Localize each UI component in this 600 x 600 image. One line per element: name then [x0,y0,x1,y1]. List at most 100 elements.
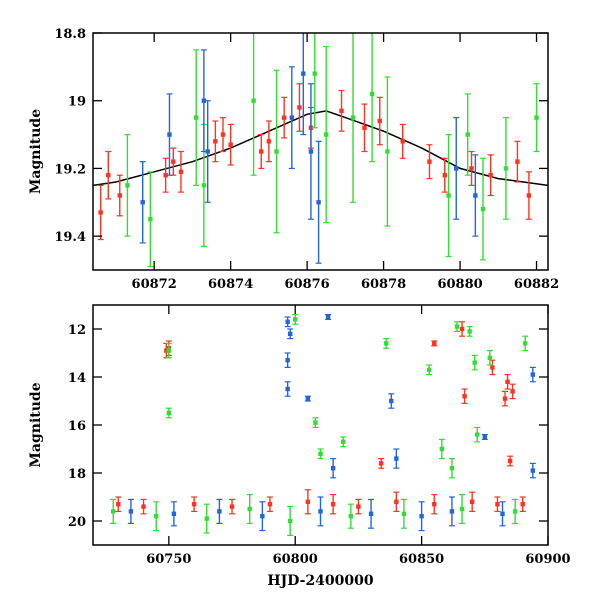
data-point [401,511,407,516]
data-point [449,466,455,471]
data-point [251,98,256,103]
data-point [362,125,367,130]
bottom-panel-lightcurve-full: 60750 60800 60850 60900 12 14 16 18 20 Magnitude H… [28,304,571,589]
data-point [140,200,145,205]
data-point [318,509,323,514]
data-point [267,502,273,507]
x-tick-label: 60882 [514,277,559,292]
x-tick-label: 60872 [132,277,177,292]
data-point [502,396,508,401]
data-point [488,173,493,178]
x-tick-label: 60874 [208,277,253,292]
plot-data-layer [93,33,548,268]
data-point [312,71,317,76]
data-point [507,458,513,464]
data-point [500,511,505,516]
series-2 [127,314,536,532]
data-point [287,331,293,336]
data-point [313,420,318,425]
y-tick-label: 12 [68,323,86,338]
y-tick-label: 19 [68,95,86,110]
data-point [482,434,488,440]
data-point [475,432,480,437]
data-point [106,173,111,178]
data-point [260,514,265,519]
data-point [305,396,311,401]
data-point [229,504,235,509]
data-point [530,372,536,377]
y-tick-label: 20 [68,515,86,530]
data-point [459,326,465,332]
data-point [171,159,176,164]
data-point [148,217,153,222]
data-point [194,115,199,120]
data-point [467,329,472,334]
data-point [201,98,207,103]
data-point [167,132,172,137]
data-point [274,149,279,154]
data-point [426,367,432,372]
data-point [459,506,465,512]
data-point [98,210,103,215]
data-point [442,173,447,178]
data-point [419,514,424,519]
data-point [330,466,336,471]
data-point [503,166,509,171]
data-point [117,193,122,198]
data-point [289,115,295,120]
data-point [472,360,477,365]
data-point [462,394,467,399]
data-point [166,410,172,416]
series-2 [139,33,479,264]
data-point [432,341,437,346]
data-point [400,139,405,144]
data-point [480,206,486,212]
data-point [350,115,356,120]
data-point [389,398,394,404]
data-point [191,502,197,507]
series-1 [110,314,529,537]
data-point [469,499,475,504]
data-point [171,511,177,516]
data-point [287,518,293,524]
data-point [432,502,437,507]
data-point [111,509,116,514]
data-point [281,115,287,120]
data-point [510,389,515,394]
data-point [308,149,314,154]
data-point [128,509,134,514]
data-point [449,509,455,514]
data-point [217,509,222,514]
data-point [247,506,252,512]
data-point [153,514,159,519]
data-point [446,193,451,198]
data-point [356,504,361,509]
plot-frame [92,32,549,271]
series-0 [115,321,526,515]
data-point [164,348,169,353]
data-point [454,166,459,171]
data-point [368,511,374,516]
data-point [220,132,226,137]
data-point [465,132,470,137]
y-axis-title: Magnitude [28,109,44,194]
data-point [523,341,528,346]
data-point [495,502,500,507]
data-point [515,159,520,164]
data-point [285,386,290,392]
data-point [534,115,539,120]
data-point [454,324,460,329]
series-0 [97,83,532,241]
data-point [473,193,478,198]
series-1 [124,33,540,268]
data-point [377,118,382,124]
data-point [520,502,525,507]
data-point [285,358,290,363]
data-point [318,451,323,456]
x-tick-label: 60900 [525,552,570,567]
data-point [178,169,184,175]
data-point [512,509,518,514]
data-point [166,348,172,353]
data-point [348,514,354,519]
